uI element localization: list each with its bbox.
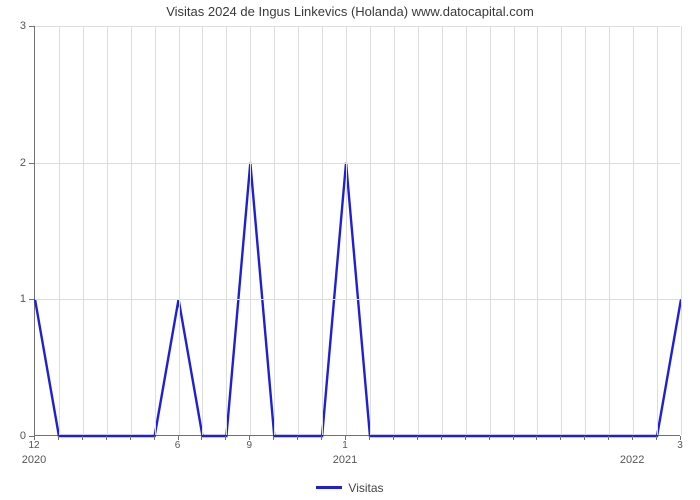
legend-swatch bbox=[316, 486, 342, 489]
x-tick-mark bbox=[130, 436, 131, 440]
gridline-vertical bbox=[633, 26, 634, 435]
gridline-vertical bbox=[298, 26, 299, 435]
x-tick-mark bbox=[393, 436, 394, 440]
gridline-vertical bbox=[250, 26, 251, 435]
x-tick-mark bbox=[632, 436, 633, 440]
x-tick-mark bbox=[417, 436, 418, 440]
x-tick-minor-label: 3 bbox=[677, 440, 683, 451]
x-tick-mark bbox=[560, 436, 561, 440]
series-line bbox=[35, 26, 681, 436]
gridline-vertical bbox=[657, 26, 658, 435]
gridline-vertical bbox=[418, 26, 419, 435]
gridline-vertical bbox=[370, 26, 371, 435]
gridline-vertical bbox=[681, 26, 682, 435]
gridline-vertical bbox=[585, 26, 586, 435]
gridline-vertical bbox=[226, 26, 227, 435]
gridline-vertical bbox=[466, 26, 467, 435]
x-tick-major-label: 2022 bbox=[620, 454, 644, 466]
gridline-vertical bbox=[155, 26, 156, 435]
gridline-vertical bbox=[107, 26, 108, 435]
x-tick-minor-label: 12 bbox=[28, 440, 39, 451]
gridline-vertical bbox=[394, 26, 395, 435]
x-tick-major-label: 2021 bbox=[333, 454, 357, 466]
gridline-vertical bbox=[490, 26, 491, 435]
chart-container: { "chart": { "type": "line", "title": "V… bbox=[0, 0, 700, 500]
x-tick-minor-label: 1 bbox=[342, 440, 348, 451]
x-tick-mark bbox=[321, 436, 322, 440]
x-tick-mark bbox=[441, 436, 442, 440]
gridline-vertical bbox=[131, 26, 132, 435]
x-tick-mark bbox=[489, 436, 490, 440]
gridline-vertical bbox=[609, 26, 610, 435]
x-tick-mark bbox=[201, 436, 202, 440]
gridline-vertical bbox=[202, 26, 203, 435]
gridline-vertical bbox=[322, 26, 323, 435]
plot-area bbox=[34, 26, 680, 436]
x-tick-mark bbox=[369, 436, 370, 440]
x-tick-mark bbox=[656, 436, 657, 440]
gridline-horizontal bbox=[35, 163, 680, 164]
x-tick-mark bbox=[58, 436, 59, 440]
x-tick-mark bbox=[465, 436, 466, 440]
gridline-vertical bbox=[442, 26, 443, 435]
x-tick-minor-label: 9 bbox=[247, 440, 253, 451]
x-tick-mark bbox=[536, 436, 537, 440]
gridline-vertical bbox=[83, 26, 84, 435]
gridline-vertical bbox=[346, 26, 347, 435]
legend: Visitas bbox=[0, 478, 700, 495]
x-tick-mark bbox=[513, 436, 514, 440]
x-tick-mark bbox=[584, 436, 585, 440]
gridline-horizontal bbox=[35, 299, 680, 300]
x-tick-mark bbox=[82, 436, 83, 440]
gridline-vertical bbox=[537, 26, 538, 435]
x-tick-major-label: 2020 bbox=[22, 454, 46, 466]
legend-item: Visitas bbox=[316, 481, 383, 495]
x-tick-mark bbox=[608, 436, 609, 440]
x-tick-mark bbox=[297, 436, 298, 440]
gridline-vertical bbox=[274, 26, 275, 435]
x-tick-mark bbox=[154, 436, 155, 440]
x-tick-minor-label: 6 bbox=[175, 440, 181, 451]
gridline-vertical bbox=[179, 26, 180, 435]
gridline-vertical bbox=[561, 26, 562, 435]
gridline-vertical bbox=[59, 26, 60, 435]
legend-label: Visitas bbox=[348, 481, 383, 495]
gridline-vertical bbox=[514, 26, 515, 435]
chart-title: Visitas 2024 de Ingus Linkevics (Holanda… bbox=[0, 4, 700, 19]
x-tick-mark bbox=[225, 436, 226, 440]
x-tick-mark bbox=[273, 436, 274, 440]
x-tick-mark bbox=[106, 436, 107, 440]
gridline-horizontal bbox=[35, 26, 680, 27]
